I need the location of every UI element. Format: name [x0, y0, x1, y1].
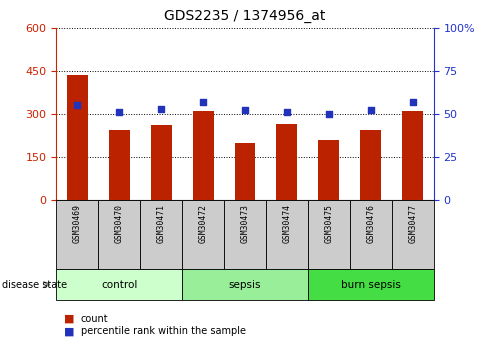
- Bar: [235, 142, 255, 200]
- Text: percentile rank within the sample: percentile rank within the sample: [81, 326, 246, 336]
- Text: GDS2235 / 1374956_at: GDS2235 / 1374956_at: [164, 9, 326, 23]
- Bar: [224, 200, 266, 269]
- Text: GSM30476: GSM30476: [366, 204, 375, 243]
- Point: [241, 108, 249, 113]
- Text: GSM30475: GSM30475: [324, 204, 333, 243]
- Text: ■: ■: [64, 326, 74, 336]
- Bar: [193, 111, 214, 200]
- Bar: [182, 200, 224, 269]
- Bar: [308, 269, 434, 300]
- Bar: [98, 200, 140, 269]
- Text: GSM30473: GSM30473: [241, 204, 249, 243]
- Bar: [402, 111, 423, 200]
- Text: GSM30474: GSM30474: [282, 204, 292, 243]
- Bar: [56, 269, 182, 300]
- Text: count: count: [81, 314, 108, 324]
- Point: [367, 108, 375, 113]
- Text: GSM30470: GSM30470: [115, 204, 124, 243]
- Bar: [308, 200, 350, 269]
- Bar: [182, 269, 308, 300]
- Point: [199, 99, 207, 105]
- Text: GSM30472: GSM30472: [198, 204, 208, 243]
- Point: [409, 99, 416, 105]
- Bar: [67, 75, 88, 200]
- Bar: [109, 130, 130, 200]
- Bar: [276, 124, 297, 200]
- Text: control: control: [101, 280, 137, 289]
- Text: burn sepsis: burn sepsis: [341, 280, 401, 289]
- Point: [157, 106, 165, 111]
- Bar: [151, 125, 171, 200]
- Text: ■: ■: [64, 314, 74, 324]
- Text: disease state: disease state: [2, 280, 68, 289]
- Bar: [318, 140, 339, 200]
- Bar: [56, 200, 98, 269]
- Text: GSM30471: GSM30471: [157, 204, 166, 243]
- Point: [283, 109, 291, 115]
- Point: [325, 111, 333, 117]
- Point: [115, 109, 123, 115]
- Text: GSM30477: GSM30477: [408, 204, 417, 243]
- Bar: [140, 200, 182, 269]
- Bar: [350, 200, 392, 269]
- Bar: [360, 130, 381, 200]
- Bar: [266, 200, 308, 269]
- Point: [74, 102, 81, 108]
- Text: GSM30469: GSM30469: [73, 204, 82, 243]
- Bar: [392, 200, 434, 269]
- Text: sepsis: sepsis: [229, 280, 261, 289]
